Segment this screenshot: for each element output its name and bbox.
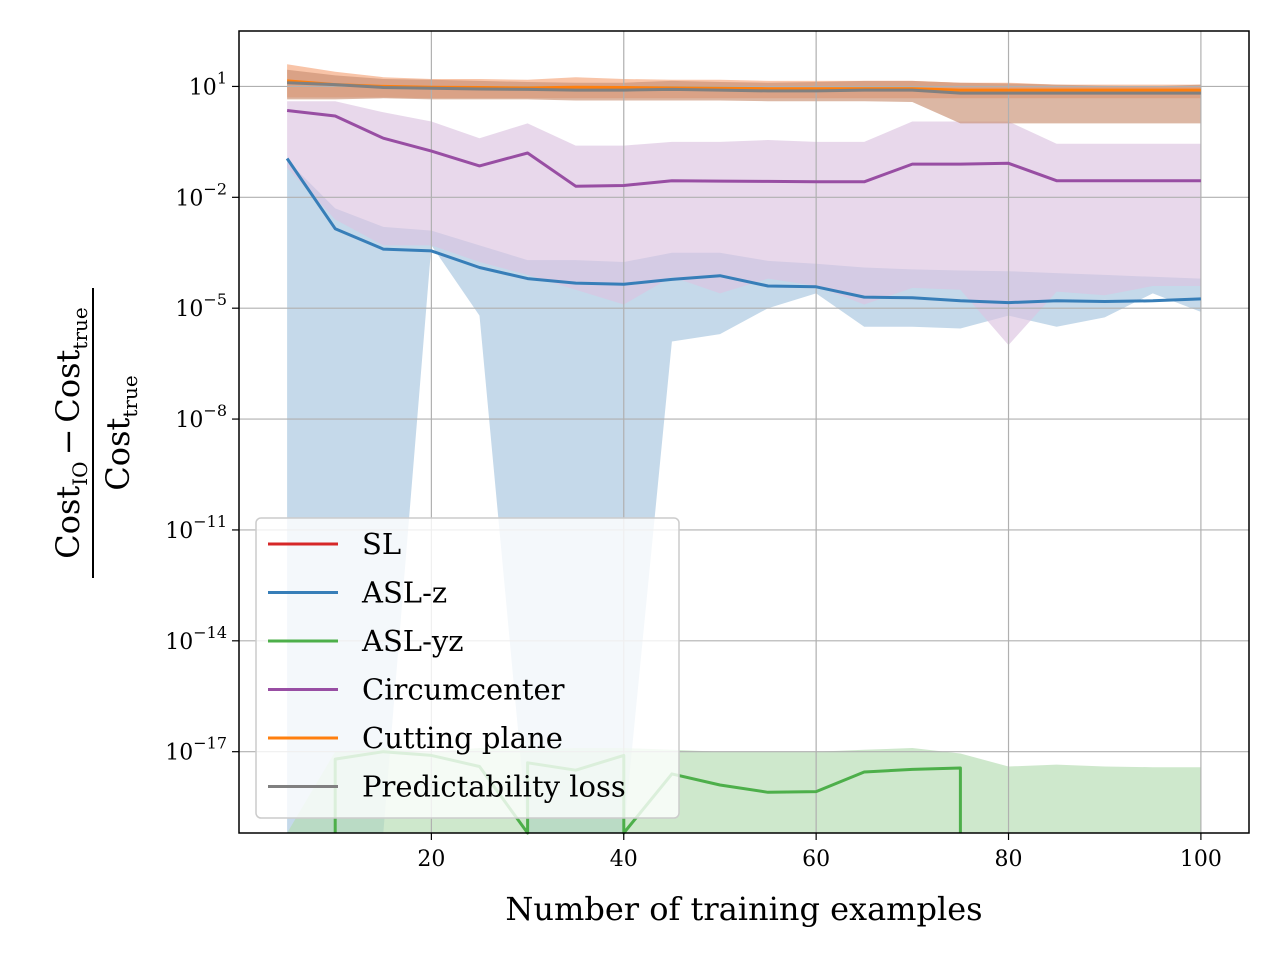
y-tick-label--5: 10−5 bbox=[175, 290, 227, 322]
y-axis-label-numerator: CostIO−Costtrue bbox=[49, 307, 92, 559]
x-tick-label-40: 40 bbox=[610, 847, 638, 872]
legend-label-asl-yz: ASL-yz bbox=[361, 624, 464, 658]
y-tick-label--14: 10−14 bbox=[165, 623, 227, 655]
legend-label-circumcenter: Circumcenter bbox=[362, 673, 565, 707]
y-label-sub-io: IO bbox=[68, 461, 92, 485]
y-label-minus: − bbox=[49, 429, 87, 456]
band-circumcenter bbox=[287, 101, 1201, 346]
band-predictability-loss bbox=[287, 69, 1201, 124]
line-asl-z bbox=[285, 157, 1201, 305]
y-label-den-cost: Cost bbox=[99, 418, 137, 491]
y-axis-label: CostIO−Costtrue Costtrue bbox=[49, 288, 142, 578]
y-label-den-sub: true bbox=[118, 375, 142, 417]
x-tick-label-100: 100 bbox=[1180, 847, 1222, 872]
y-label-cost-2: Cost bbox=[49, 349, 87, 422]
y-tick-label--8: 10−8 bbox=[175, 401, 227, 433]
legend-label-predictability-loss: Predictability loss bbox=[362, 770, 626, 804]
x-tick-label-20: 20 bbox=[417, 847, 445, 872]
x-axis-ticks: 20 40 60 80 100 bbox=[417, 833, 1222, 872]
y-tick-label-1: 101 bbox=[189, 68, 227, 100]
x-axis-label: Number of training examples bbox=[505, 890, 982, 928]
y-axis-label-denominator: Costtrue bbox=[99, 375, 142, 490]
y-label-sub-true: true bbox=[68, 307, 92, 349]
x-tick-label-80: 80 bbox=[995, 847, 1023, 872]
legend-label-cutting-plane: Cutting plane bbox=[362, 721, 563, 755]
legend: SL ASL-z ASL-yz Circumcenter Cutting plane Pr… bbox=[255, 517, 680, 819]
plot-frame bbox=[238, 30, 1250, 834]
legend-label-sl: SL bbox=[362, 527, 401, 561]
line-predictability-loss bbox=[287, 81, 1201, 95]
y-label-cost: Cost bbox=[49, 486, 87, 559]
y-tick-label--2: 10−2 bbox=[175, 179, 227, 211]
y-tick-label--17: 10−17 bbox=[165, 734, 227, 766]
y-tick-label--11: 10−11 bbox=[165, 512, 227, 544]
x-tick-label-60: 60 bbox=[802, 847, 830, 872]
y-axis-ticks: 101 10−2 10−5 10−8 10−11 10−14 10−17 bbox=[165, 68, 239, 766]
legend-box bbox=[255, 517, 680, 819]
line-circumcenter bbox=[286, 109, 1201, 188]
legend-label-asl-z: ASL-z bbox=[361, 576, 447, 610]
